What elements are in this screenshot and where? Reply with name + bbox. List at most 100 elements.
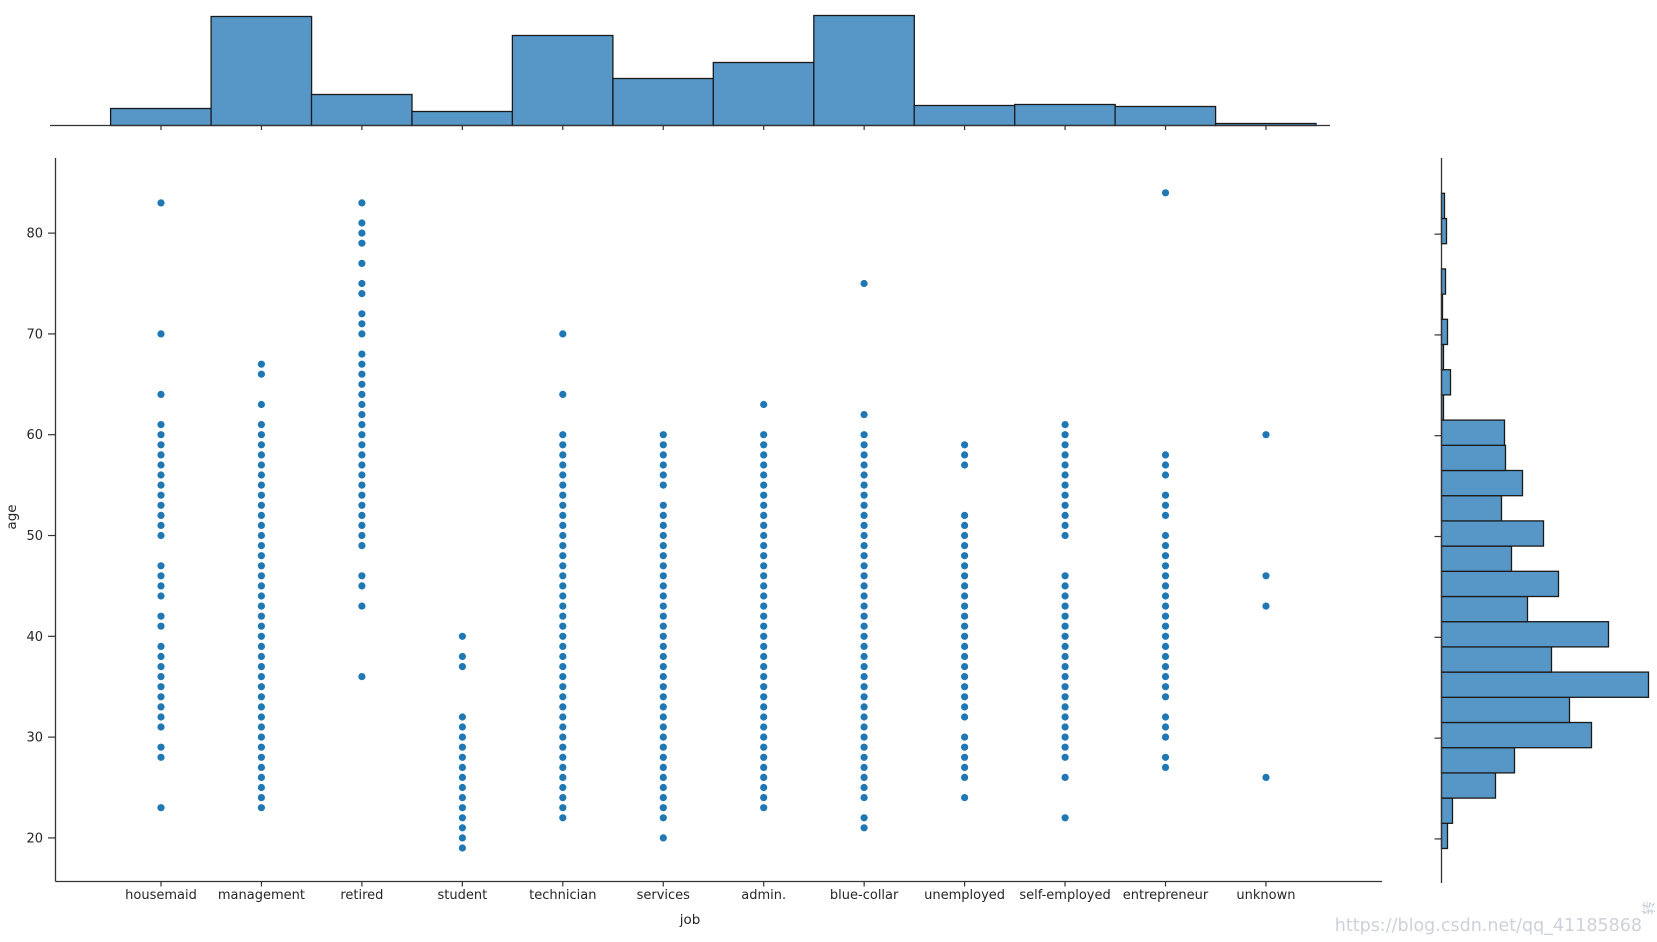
x-category-label: self-employed <box>1019 888 1110 903</box>
scatter-dot <box>358 521 366 530</box>
scatter-dot <box>1061 673 1069 681</box>
scatter-dot <box>257 804 265 812</box>
right-histogram-bar <box>1440 646 1553 673</box>
scatter-dot <box>157 804 165 812</box>
scatter-dot <box>659 531 667 540</box>
scatter-dot <box>257 723 265 731</box>
scatter-dot <box>760 763 768 772</box>
scatter-dot <box>659 521 667 530</box>
scatter-dot <box>559 612 567 620</box>
watermark-url: https://blog.csdn.net/qq_41185868 <box>1335 916 1642 936</box>
scatter-dot <box>257 794 265 802</box>
scatter-dot <box>760 673 768 681</box>
scatter-dot <box>961 763 969 772</box>
scatter-dot <box>659 713 667 721</box>
scatter-dot <box>1061 451 1069 459</box>
scatter-dot <box>257 511 265 519</box>
scatter-dot <box>559 602 567 610</box>
scatter-dot <box>358 380 366 388</box>
scatter-dot <box>257 673 265 681</box>
scatter-dot <box>358 279 366 288</box>
scatter-dot <box>358 411 366 419</box>
scatter-dot <box>1061 521 1069 530</box>
scatter-dot <box>257 531 265 540</box>
scatter-dot <box>1061 663 1069 671</box>
scatter-dot <box>1061 622 1069 630</box>
right-histogram-bar <box>1440 570 1560 598</box>
y-tick-label: 70 <box>26 327 43 342</box>
scatter-dot <box>659 622 667 630</box>
scatter-dot <box>358 431 366 439</box>
right-histogram-bar <box>1440 671 1650 698</box>
scatter-dot <box>860 542 868 550</box>
scatter-dot <box>760 612 768 620</box>
scatter-dot <box>1061 501 1069 509</box>
scatter-dot <box>961 794 969 802</box>
scatter-dot <box>760 511 768 519</box>
top-histogram <box>50 14 1330 130</box>
scatter-dot <box>157 693 165 701</box>
scatter-dot <box>659 632 667 640</box>
scatter-dot <box>1161 451 1170 459</box>
scatter-dot <box>257 501 265 509</box>
scatter-dot <box>559 642 567 651</box>
scatter-dot <box>1061 743 1069 751</box>
right-histogram-bar <box>1440 520 1545 547</box>
scatter-dot <box>358 199 366 207</box>
scatter-dot <box>961 592 969 600</box>
scatter-dot <box>659 552 667 560</box>
scatter-dot <box>458 733 466 741</box>
right-histogram-bar <box>1440 318 1449 346</box>
scatter-dot <box>559 481 567 489</box>
scatter-dot <box>760 542 768 550</box>
scatter-dot <box>760 783 768 792</box>
scatter-dot <box>559 592 567 600</box>
scatter-dot <box>358 461 366 469</box>
scatter-dot <box>659 572 667 580</box>
scatter-dot <box>760 794 768 802</box>
scatter-dot <box>157 511 165 519</box>
scatter-dot <box>1161 723 1170 731</box>
scatter-dot <box>860 723 868 731</box>
scatter-dot <box>1061 471 1069 479</box>
scatter-dot <box>760 733 768 741</box>
right-histogram-bar <box>1440 545 1513 572</box>
scatter-dot <box>760 582 768 590</box>
scatter-dot <box>559 521 567 530</box>
scatter-dot <box>1061 612 1069 620</box>
scatter-dot <box>961 743 969 751</box>
scatter-dot <box>1061 421 1069 429</box>
scatter-dot <box>760 703 768 711</box>
scatter-dot <box>860 451 868 459</box>
scatter-dot <box>961 562 969 570</box>
scatter-dot <box>559 552 567 560</box>
scatter-dot <box>860 783 868 792</box>
scatter-dot <box>659 431 667 439</box>
scatter-dot <box>1061 572 1069 580</box>
scatter-dot <box>1161 552 1170 560</box>
scatter-dot <box>157 592 165 600</box>
scatter-dot <box>1161 511 1170 519</box>
scatter-dot <box>860 733 868 741</box>
scatter-dot <box>961 632 969 640</box>
scatter-dot <box>257 441 265 449</box>
scatter-dot <box>458 783 466 792</box>
scatter-dot <box>1061 753 1069 761</box>
scatter-dot <box>1061 642 1069 651</box>
scatter-dot <box>860 763 868 772</box>
scatter-dot <box>257 521 265 530</box>
scatter-dot <box>659 451 667 459</box>
scatter-dot <box>257 481 265 489</box>
scatter-dot <box>860 511 868 519</box>
scatter-dot <box>358 481 366 489</box>
scatter-dot <box>659 753 667 761</box>
scatter-dot <box>1161 753 1170 761</box>
scatter-dot <box>458 632 466 640</box>
x-category-label: student <box>437 888 487 903</box>
scatter-dot <box>1061 531 1069 540</box>
scatter-dot <box>760 804 768 812</box>
scatter-dot <box>559 673 567 681</box>
scatter-dot <box>358 582 366 590</box>
scatter-dot <box>1161 713 1170 721</box>
